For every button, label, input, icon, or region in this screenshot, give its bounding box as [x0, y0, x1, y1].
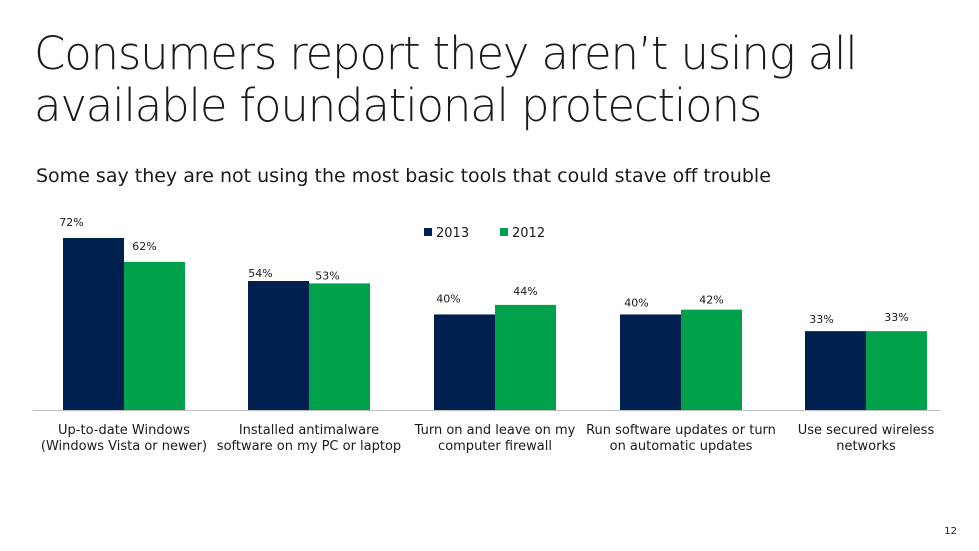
category-label-5-line-1: Use secured wireless [798, 423, 935, 438]
data-label-2012-1: 62% [132, 240, 156, 253]
category-label-1-line-2: (Windows Vista or newer) [41, 439, 207, 454]
slide-subtitle: Some say they are not using the most bas… [36, 165, 771, 187]
page-number: 12 [944, 526, 957, 537]
category-label-4-line-1: Run software updates or turn [586, 423, 776, 438]
legend-swatch-2013 [424, 228, 432, 236]
bar-2012-2 [309, 283, 370, 410]
category-label-3-line-2: computer firewall [438, 439, 552, 454]
data-label-2012-4: 42% [699, 294, 723, 307]
data-label-2012-3: 44% [513, 285, 537, 298]
bar-2013-3 [434, 314, 495, 410]
data-label-2013-5: 33% [809, 313, 833, 326]
bar-2012-3 [495, 304, 556, 410]
data-label-2013-4: 40% [624, 296, 648, 309]
data-label-2012-5: 33% [884, 311, 908, 324]
bar-2012-4 [681, 309, 742, 410]
data-label-2012-2: 53% [315, 269, 339, 282]
legend-swatch-2012 [500, 228, 508, 236]
bar-2013-1 [63, 238, 124, 410]
category-label-3-line-1: Turn on and leave on my [414, 423, 576, 438]
data-label-2013-1: 72% [59, 216, 83, 229]
category-label-4-line-2: on automatic updates [610, 439, 753, 454]
bar-2012-5 [866, 331, 927, 410]
category-label-1-line-1: Up-to-date Windows [58, 423, 190, 438]
category-label-5-line-2: networks [836, 439, 896, 454]
bar-2013-2 [248, 281, 309, 410]
legend-label-2012: 2012 [512, 226, 545, 241]
data-label-2013-3: 40% [436, 292, 460, 305]
bar-2013-5 [805, 331, 866, 410]
data-label-2013-2: 54% [248, 267, 272, 280]
legend-label-2013: 2013 [436, 226, 469, 241]
slide-title: Consumers report they aren’t using all a… [34, 27, 858, 132]
category-label-2-line-1: Installed antimalware [239, 423, 379, 438]
bar-2012-1 [124, 261, 185, 410]
category-label-2-line-2: software on my PC or laptop [217, 439, 401, 454]
bar-2013-4 [620, 314, 681, 410]
